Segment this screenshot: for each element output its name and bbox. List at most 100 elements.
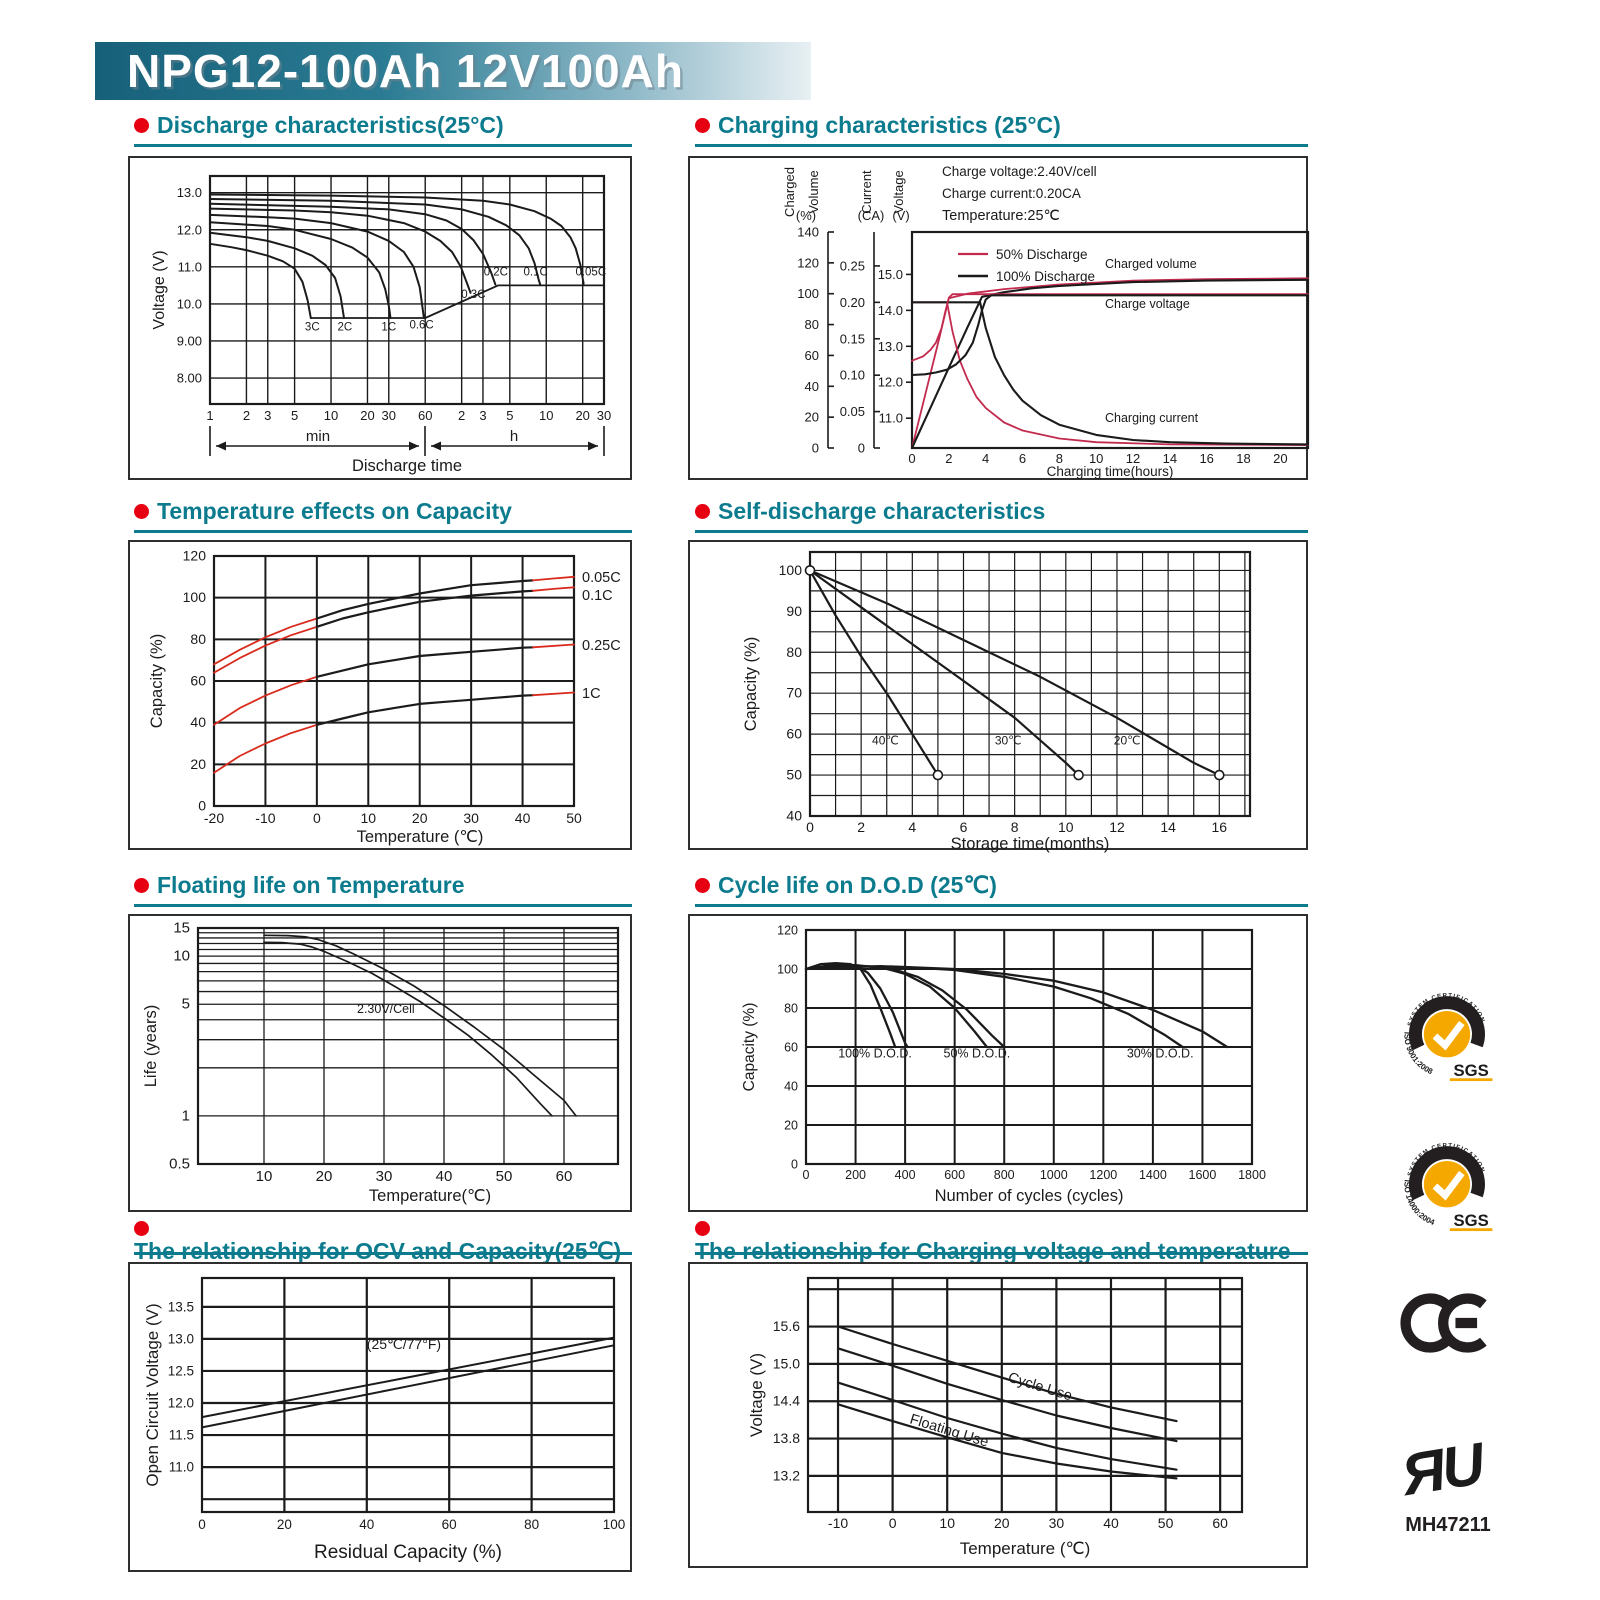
svg-text:Charging time(hours): Charging time(hours) — [1047, 464, 1174, 479]
svg-text:13.0: 13.0 — [878, 339, 903, 354]
svg-text:0: 0 — [889, 1515, 897, 1531]
chart-discharge-characteristics-series-0.05C — [209, 193, 585, 285]
chart-cycle-life-on-dod-svg: 0 200 400 600 800 1000 1200 1400 1600 1800 0 20 40 60… — [741, 924, 1266, 1206]
svg-text:0: 0 — [198, 798, 206, 814]
svg-text:100: 100 — [183, 589, 207, 605]
svg-text:Voltage (V): Voltage (V) — [151, 250, 168, 329]
section-title: Floating life on Temperature — [157, 872, 465, 898]
svg-text:0.3C: 0.3C — [461, 289, 485, 301]
svg-text:60: 60 — [1212, 1515, 1228, 1531]
svg-text:12.0: 12.0 — [168, 1396, 194, 1411]
svg-text:100: 100 — [603, 1517, 626, 1532]
svg-text:9.00: 9.00 — [177, 333, 202, 348]
svg-text:6: 6 — [1019, 451, 1026, 466]
svg-text:30: 30 — [376, 1168, 393, 1185]
svg-text:16: 16 — [1212, 819, 1228, 835]
svg-text:8.00: 8.00 — [177, 371, 202, 386]
svg-text:18: 18 — [1236, 451, 1250, 466]
check-icon — [1432, 1021, 1465, 1051]
svg-text:(V): (V) — [892, 208, 909, 223]
svg-text:11.5: 11.5 — [169, 1428, 194, 1443]
svg-text:200: 200 — [845, 1168, 866, 1182]
svg-text:Capacity (%): Capacity (%) — [742, 637, 760, 731]
svg-text:50: 50 — [1158, 1515, 1174, 1531]
svg-text:800: 800 — [994, 1168, 1015, 1182]
chart-temperature-effects-on-capacity-series-0.05C-hot — [531, 575, 575, 582]
chart-ocv-vs-capacity-series-ocv-lower — [201, 1344, 615, 1429]
svg-text:0.05: 0.05 — [840, 404, 865, 419]
chart-charging-voltage-vs-temperature-svg: -10 0 10 20 30 40 50 60 15.6 15.0 14.4 13.8 13.2 Cycl… — [747, 1276, 1244, 1558]
bullet-icon — [134, 504, 149, 519]
section-header-self-discharge: Self-discharge characteristics — [695, 498, 1308, 533]
svg-text:Storage time(months): Storage time(months) — [951, 835, 1110, 853]
section-title: Cycle life on D.O.D (25℃) — [718, 872, 997, 898]
svg-text:40: 40 — [359, 1517, 374, 1532]
svg-text:40: 40 — [436, 1168, 453, 1185]
chart-self-discharge-characteristics-series-40C — [808, 569, 939, 777]
bullet-icon — [695, 1221, 710, 1237]
svg-text:Charge voltage: Charge voltage — [1105, 297, 1190, 311]
section-header-cycle-life: Cycle life on D.O.D (25℃) — [695, 872, 1308, 907]
svg-text:h: h — [510, 428, 518, 445]
svg-text:Number of cycles (cycles): Number of cycles (cycles) — [935, 1187, 1124, 1205]
chart-discharge-characteristics-series-0.3C — [209, 207, 472, 294]
svg-text:10: 10 — [173, 948, 190, 965]
svg-text:-20: -20 — [204, 810, 224, 826]
svg-text:Voltage (V): Voltage (V) — [747, 1353, 766, 1437]
svg-text:0.6C: 0.6C — [409, 319, 433, 331]
svg-text:10: 10 — [324, 408, 338, 423]
svg-text:0.05C: 0.05C — [575, 267, 606, 279]
svg-text:12.0: 12.0 — [177, 222, 202, 237]
chart-temperature-effects-on-capacity-series-0.25C-hot — [531, 643, 575, 649]
svg-text:120: 120 — [183, 548, 207, 564]
chart-temperature-effects-on-capacity-series-1C — [315, 694, 534, 726]
chart-cycle-life-on-dod-series-30%-dod-b — [804, 964, 1229, 1049]
svg-text:20: 20 — [575, 408, 589, 423]
svg-text:Capacity (%): Capacity (%) — [148, 634, 166, 728]
chart-charging-voltage-vs-temperature-series-floating-use-lower — [836, 1403, 1178, 1480]
svg-text:Charging current: Charging current — [1105, 411, 1199, 425]
bullet-icon — [695, 118, 710, 133]
product-banner: NPG12-100Ah 12V100Ah — [95, 42, 811, 100]
svg-text:min: min — [306, 428, 330, 445]
svg-text:Residual Capacity (%): Residual Capacity (%) — [314, 1542, 502, 1563]
section-title: Discharge characteristics(25°C) — [157, 112, 504, 138]
svg-text:20: 20 — [316, 1168, 333, 1185]
svg-text:2: 2 — [857, 819, 865, 835]
svg-text:0: 0 — [313, 810, 321, 826]
section-header-ocv-capacity: The relationship for OCV and Capacity(25… — [134, 1220, 632, 1264]
svg-text:15.6: 15.6 — [773, 1318, 800, 1334]
svg-text:0: 0 — [803, 1168, 810, 1182]
chart-discharge-characteristics-series-2C — [209, 231, 345, 319]
check-icon — [1432, 1171, 1465, 1201]
svg-text:1: 1 — [206, 408, 213, 423]
svg-text:0: 0 — [791, 1158, 798, 1172]
sgs-underline — [1449, 1078, 1493, 1082]
svg-text:100: 100 — [797, 286, 819, 301]
chart-discharge-characteristics-series-0.6C — [209, 213, 425, 319]
chart-temperature-effects-on-capacity-series-0.1C-cold — [213, 625, 318, 674]
svg-text:3: 3 — [264, 408, 271, 423]
svg-text:30: 30 — [1049, 1515, 1065, 1531]
svg-text:5: 5 — [182, 996, 190, 1013]
svg-text:0.20: 0.20 — [840, 295, 865, 310]
chart-discharge-characteristics-series-0.1C — [209, 198, 542, 286]
chart-cycle-life-on-dod-series-100%-dod-b — [804, 963, 909, 1049]
section-header-discharge: Discharge characteristics(25°C) — [134, 112, 632, 147]
svg-text:5: 5 — [291, 408, 298, 423]
svg-text:10: 10 — [256, 1168, 273, 1185]
svg-text:400: 400 — [895, 1168, 916, 1182]
svg-text:60: 60 — [418, 408, 432, 423]
svg-text:80: 80 — [190, 631, 206, 647]
svg-text:Current: Current — [859, 170, 874, 214]
chart-charging-characteristics-series-100%-discharge-charge-voltage — [910, 294, 1310, 377]
svg-text:Charged: Charged — [782, 167, 797, 217]
chart-cycle-life-on-dod-series-100%-dod-a — [804, 962, 897, 1049]
chart-charging-characteristics-series-100%-discharge-charged-volume — [910, 278, 1310, 450]
section-header-charging: Charging characteristics (25°C) — [695, 112, 1308, 147]
svg-text:20: 20 — [805, 410, 819, 425]
section-title: The relationship for Charging voltage an… — [695, 1238, 1291, 1264]
svg-text:60: 60 — [784, 1041, 798, 1055]
sgs-badge-circle — [1423, 1011, 1471, 1058]
